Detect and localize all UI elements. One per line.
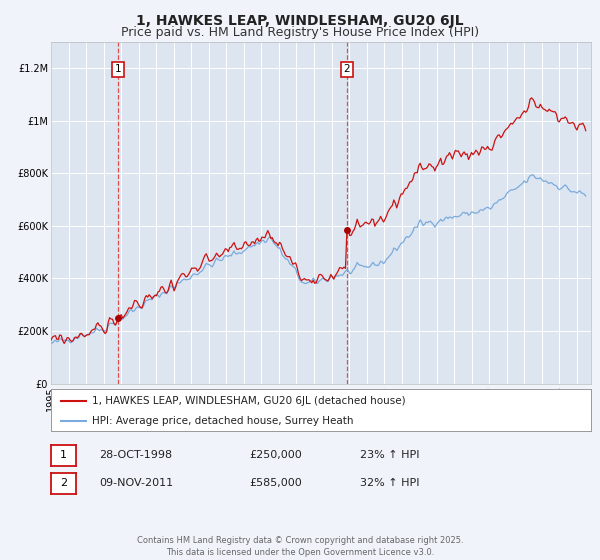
Text: 09-NOV-2011: 09-NOV-2011 xyxy=(99,478,173,488)
Text: Contains HM Land Registry data © Crown copyright and database right 2025.
This d: Contains HM Land Registry data © Crown c… xyxy=(137,536,463,557)
Text: HPI: Average price, detached house, Surrey Heath: HPI: Average price, detached house, Surr… xyxy=(91,416,353,426)
Text: 32% ↑ HPI: 32% ↑ HPI xyxy=(360,478,419,488)
Text: £585,000: £585,000 xyxy=(249,478,302,488)
Text: 1: 1 xyxy=(115,64,121,74)
Text: 1: 1 xyxy=(60,450,67,460)
Text: 1, HAWKES LEAP, WINDLESHAM, GU20 6JL (detached house): 1, HAWKES LEAP, WINDLESHAM, GU20 6JL (de… xyxy=(91,396,405,406)
Text: 1, HAWKES LEAP, WINDLESHAM, GU20 6JL: 1, HAWKES LEAP, WINDLESHAM, GU20 6JL xyxy=(136,14,464,28)
Text: Price paid vs. HM Land Registry's House Price Index (HPI): Price paid vs. HM Land Registry's House … xyxy=(121,26,479,39)
Text: 28-OCT-1998: 28-OCT-1998 xyxy=(99,450,172,460)
Text: £250,000: £250,000 xyxy=(249,450,302,460)
Text: 2: 2 xyxy=(60,478,67,488)
Text: 2: 2 xyxy=(343,64,350,74)
Text: 23% ↑ HPI: 23% ↑ HPI xyxy=(360,450,419,460)
